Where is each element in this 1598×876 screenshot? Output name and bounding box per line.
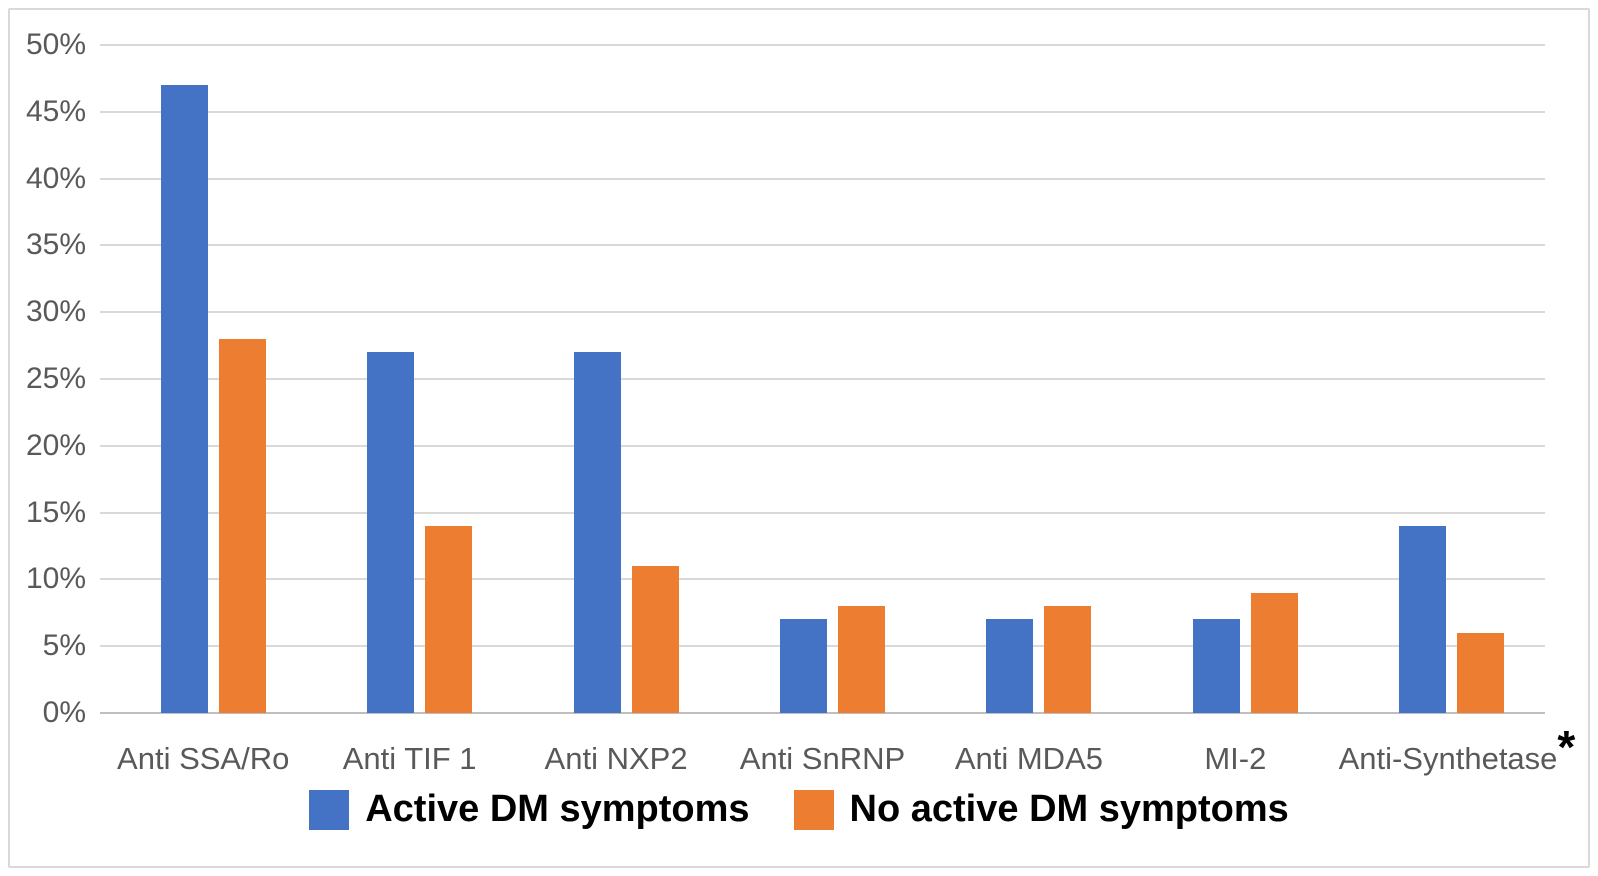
- y-tick-label: 40%: [25, 161, 86, 195]
- x-axis-line: [100, 712, 1545, 714]
- x-category-label: Anti TIF 1: [306, 741, 512, 777]
- bar-series-2-cat-5: [1044, 606, 1091, 713]
- bar-series-1-cat-1: [161, 85, 208, 713]
- bar-series-1-cat-7: [1399, 525, 1446, 713]
- bar-series-1-cat-4: [780, 619, 827, 713]
- bar-series-2-cat-4: [838, 606, 885, 713]
- legend-label: No active DM symptoms: [849, 788, 1289, 830]
- y-tick-label: 50%: [25, 28, 86, 61]
- x-category-label: Anti SSA/Ro: [100, 741, 306, 777]
- x-category-text: MI-2: [1204, 741, 1267, 776]
- legend: Active DM symptoms No active DM symptoms: [0, 788, 1598, 831]
- bar-series-2-cat-7: [1457, 632, 1504, 713]
- y-tick-label: 25%: [25, 362, 86, 395]
- legend-item-2: No active DM symptoms: [793, 788, 1289, 831]
- y-tick-label: 5%: [42, 629, 86, 663]
- x-category-text: Anti NXP2: [544, 741, 688, 776]
- y-tick-label: 35%: [25, 228, 86, 262]
- legend-swatch-icon: [793, 789, 834, 830]
- x-category-text: Anti SSA/Ro: [117, 741, 290, 776]
- gridline: [100, 110, 1545, 113]
- legend-label: Active DM symptoms: [365, 788, 750, 830]
- gridline: [100, 578, 1545, 581]
- legend-item-1: Active DM symptoms: [309, 788, 750, 831]
- y-tick-label: 20%: [25, 428, 86, 462]
- y-tick-label: 10%: [25, 562, 86, 596]
- bar-series-1-cat-3: [574, 352, 621, 713]
- gridline: [100, 444, 1545, 447]
- bar-series-2-cat-1: [219, 338, 266, 713]
- x-category-text: Anti SnRNP: [739, 741, 906, 776]
- y-tick-label: 15%: [25, 495, 86, 529]
- x-category-label: Anti MDA5: [926, 741, 1132, 777]
- x-category-label: Anti-Synthetase*: [1339, 724, 1576, 777]
- y-tick-label: 0%: [42, 696, 86, 729]
- gridline: [100, 511, 1545, 514]
- bar-series-2-cat-3: [632, 566, 679, 713]
- x-category-label: Anti SnRNP: [719, 741, 925, 777]
- bar-series-2-cat-2: [425, 525, 472, 713]
- gridline: [100, 311, 1545, 314]
- y-tick-label: 30%: [25, 295, 86, 329]
- bar-series-1-cat-2: [367, 352, 414, 713]
- y-tick-label: 45%: [25, 94, 86, 128]
- legend-swatch-icon: [309, 789, 350, 830]
- x-category-text: Anti MDA5: [954, 741, 1103, 776]
- bar-series-1-cat-5: [986, 619, 1033, 713]
- x-category-text: Anti-Synthetase: [1338, 741, 1558, 776]
- x-category-label: MI-2: [1132, 741, 1338, 777]
- bar-series-2-cat-6: [1251, 592, 1298, 713]
- gridline: [100, 378, 1545, 380]
- significance-asterisk: *: [1557, 721, 1576, 773]
- x-category-text: Anti TIF 1: [342, 741, 477, 776]
- gridline: [100, 244, 1545, 247]
- gridline: [100, 177, 1545, 180]
- gridline: [100, 44, 1545, 46]
- bar-series-1-cat-6: [1193, 619, 1240, 713]
- plot-area: [100, 44, 1545, 714]
- x-category-label: Anti NXP2: [513, 741, 719, 777]
